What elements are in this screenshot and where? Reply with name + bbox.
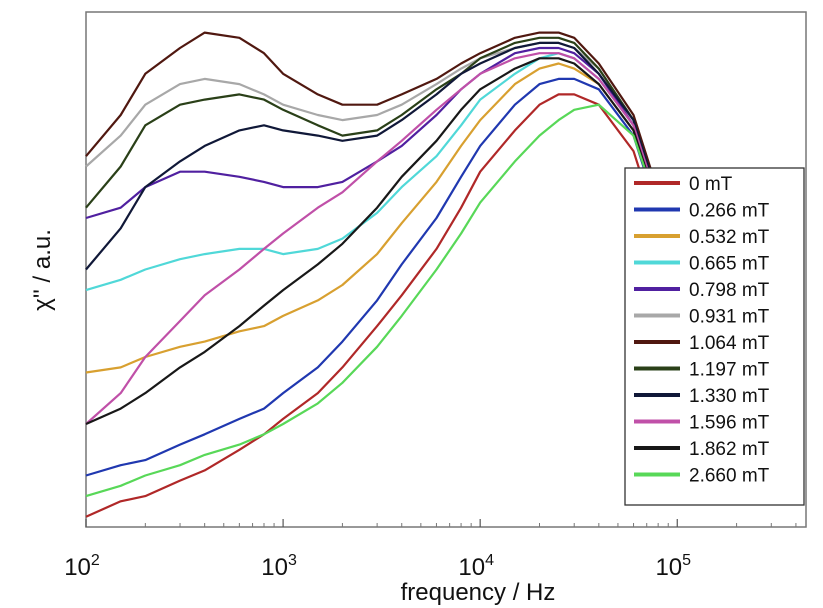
x-tick-label: 105	[655, 552, 691, 581]
x-axis: 102 103 104 105	[64, 519, 797, 581]
series-line	[85, 103, 679, 498]
legend: 0 mT 0.266 mT 0.532 mT 0.665 mT 0.798 mT 0.93…	[624, 167, 805, 506]
series-line	[85, 41, 679, 286]
x-axis-label: frequency / Hz	[401, 579, 556, 606]
series-line	[85, 62, 679, 374]
series-line	[85, 46, 679, 291]
legend-entry-label: 2.660 mT	[689, 466, 770, 487]
x-tick-label: 102	[64, 552, 100, 581]
legend-entry-label: 0.798 mT	[689, 280, 770, 301]
legend-entry-label: 0.665 mT	[689, 254, 770, 275]
series-line	[85, 41, 679, 286]
legend-entry-label: 1.197 mT	[689, 360, 770, 381]
x-tick-label: 104	[458, 552, 494, 581]
series-line	[85, 36, 679, 286]
legend-entry-label: 0.931 mT	[689, 307, 770, 328]
series-line	[85, 77, 679, 477]
legend-entry-label: 0.266 mT	[689, 201, 770, 222]
legend-entry-label: 1.064 mT	[689, 333, 770, 354]
legend-entry-label: 0.532 mT	[689, 227, 770, 248]
legend-entry-label: 1.862 mT	[689, 439, 770, 460]
series-line	[85, 31, 679, 281]
legend-entry-label: 0 mT	[689, 174, 733, 195]
y-axis-label: χ'' / a.u.	[29, 229, 56, 311]
series-line	[85, 52, 679, 425]
series-layer	[85, 31, 679, 518]
legend-entry-label: 1.330 mT	[689, 386, 770, 407]
series-line	[85, 93, 679, 518]
legend-entry-label: 1.596 mT	[689, 413, 770, 434]
series-line	[85, 57, 679, 426]
x-tick-label: 103	[261, 552, 297, 581]
